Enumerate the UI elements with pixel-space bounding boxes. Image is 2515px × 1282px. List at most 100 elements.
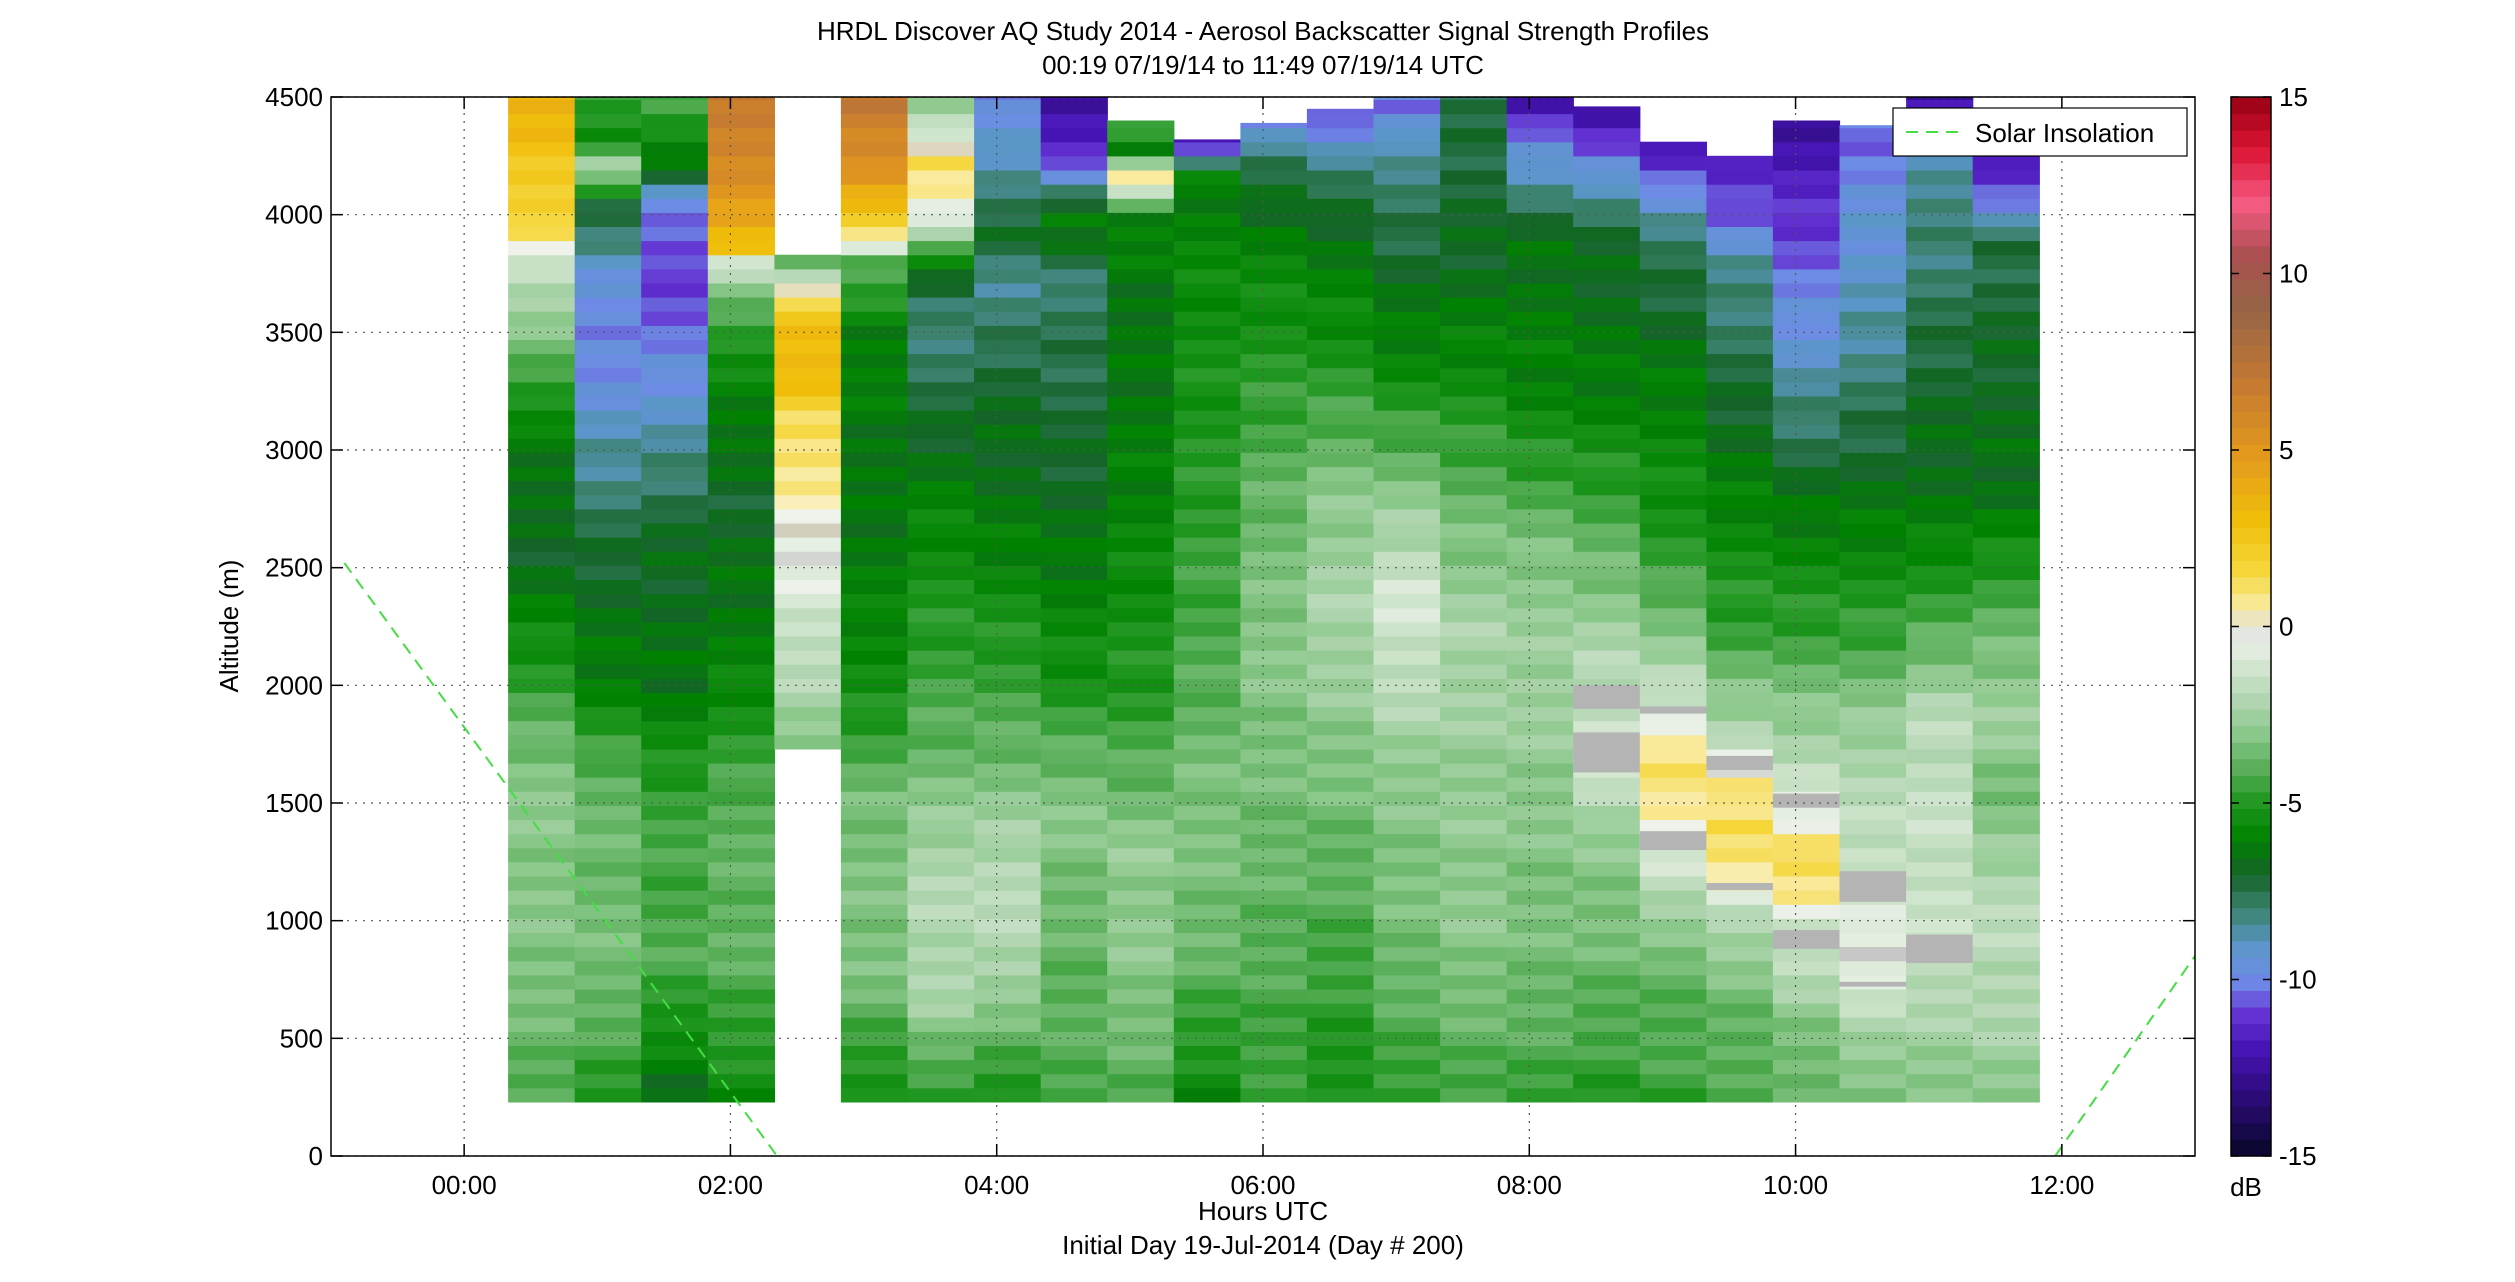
profile-cell bbox=[574, 466, 642, 482]
profile-cell bbox=[1373, 127, 1441, 143]
profile-cell bbox=[508, 593, 576, 609]
profile-cell bbox=[840, 353, 909, 369]
profile-cell bbox=[1373, 607, 1441, 623]
profile-cell bbox=[1173, 212, 1241, 227]
profile-cell bbox=[1240, 466, 1308, 482]
profile-cell bbox=[1906, 254, 1974, 270]
profile-cell bbox=[840, 1073, 909, 1089]
profile-cell bbox=[508, 904, 576, 919]
profile-cell bbox=[641, 381, 709, 397]
profile-cell bbox=[1906, 395, 1974, 411]
profile-zero-cell bbox=[1772, 793, 1841, 808]
profile-cell bbox=[1906, 819, 1974, 835]
profile-cell bbox=[974, 97, 1042, 100]
profile-cell bbox=[508, 395, 576, 411]
profile-cell bbox=[574, 452, 642, 468]
profile-cell bbox=[1839, 127, 1907, 143]
profile-cell bbox=[1306, 1017, 1375, 1032]
profile-cell bbox=[1373, 113, 1441, 129]
profile-cell bbox=[1506, 155, 1574, 171]
colorbar-band bbox=[2231, 576, 2271, 594]
profile-cell bbox=[1972, 508, 2040, 524]
profile-cell bbox=[641, 635, 709, 651]
profile-cell bbox=[641, 650, 709, 665]
profile-cell bbox=[1706, 565, 1774, 580]
profile-cell bbox=[1506, 1059, 1574, 1075]
profile-cell bbox=[840, 198, 909, 213]
profile-cell bbox=[1440, 819, 1508, 835]
colorbar-band bbox=[2231, 262, 2271, 280]
profile-cell bbox=[1839, 593, 1907, 609]
profile-cell bbox=[508, 113, 576, 129]
colorbar-band bbox=[2231, 825, 2271, 843]
profile-cell bbox=[974, 184, 1042, 199]
profile-cell bbox=[1639, 452, 1707, 468]
profile-cell bbox=[574, 678, 642, 693]
x-tick-label: 12:00 bbox=[2029, 1170, 2094, 1200]
profile-cell bbox=[1506, 466, 1574, 482]
profile-cell bbox=[1573, 650, 1641, 665]
profile-cell bbox=[508, 466, 576, 482]
profile-cell bbox=[1772, 240, 1841, 256]
profile-cell bbox=[1706, 720, 1774, 736]
profile-cell bbox=[774, 650, 842, 665]
profile-cell bbox=[1506, 480, 1574, 496]
profile-cell bbox=[840, 297, 909, 312]
profile-cell bbox=[707, 494, 775, 510]
profile-cell bbox=[774, 410, 842, 425]
profile-cell bbox=[840, 226, 909, 242]
colorbar-band bbox=[2231, 808, 2271, 826]
profile-cell bbox=[1573, 198, 1641, 213]
profile-cell bbox=[1306, 819, 1375, 835]
profile-cell bbox=[1839, 847, 1907, 863]
profile-cell bbox=[1906, 904, 1974, 919]
profile-cell bbox=[1306, 593, 1375, 609]
profile-cell bbox=[1839, 819, 1907, 835]
colorbar-band bbox=[2231, 113, 2271, 131]
profile-cell bbox=[1839, 988, 1907, 1004]
profile-cell bbox=[1440, 692, 1508, 708]
profile-cell bbox=[1173, 720, 1241, 736]
profile-cell bbox=[1373, 805, 1441, 821]
profile-column bbox=[1107, 120, 1175, 1103]
profile-cell bbox=[907, 593, 975, 609]
profile-cell bbox=[840, 268, 909, 284]
profile-cell bbox=[1240, 508, 1308, 524]
profile-cell bbox=[1772, 946, 1841, 962]
profile-cell bbox=[1573, 424, 1641, 439]
profile-cell bbox=[840, 1059, 909, 1075]
profile-cell bbox=[1839, 932, 1907, 948]
profile-cell bbox=[1639, 734, 1707, 750]
profile-cell bbox=[1040, 311, 1108, 326]
profile-cell bbox=[1040, 918, 1108, 933]
profile-cell bbox=[840, 438, 909, 453]
profile-cell bbox=[1306, 170, 1375, 185]
chart-subtitle: 00:19 07/19/14 to 11:49 07/19/14 UTC bbox=[1042, 50, 1484, 80]
profile-cell bbox=[1906, 1003, 1974, 1018]
profile-cell bbox=[1240, 763, 1308, 778]
profile-cell bbox=[774, 523, 842, 538]
profile-cell bbox=[641, 424, 709, 439]
profile-cell bbox=[1107, 635, 1175, 651]
profile-cell bbox=[1440, 198, 1508, 213]
profile-cell bbox=[1639, 480, 1707, 496]
profile-cell bbox=[1972, 777, 2040, 792]
profile-cell bbox=[974, 1045, 1042, 1061]
profile-cell bbox=[641, 833, 709, 849]
profile-cell bbox=[1107, 777, 1175, 792]
profile-cell bbox=[1107, 1087, 1175, 1103]
profile-cell bbox=[1173, 932, 1241, 948]
profile-cell bbox=[1906, 988, 1974, 1004]
profile-cell bbox=[840, 410, 909, 425]
profile-cell bbox=[840, 508, 909, 524]
profile-cell bbox=[1040, 523, 1108, 538]
profile-cell bbox=[1440, 551, 1508, 566]
profile-cell bbox=[840, 381, 909, 397]
profile-cell bbox=[1173, 466, 1241, 482]
profile-cell bbox=[1373, 565, 1441, 580]
profile-cell bbox=[1839, 353, 1907, 369]
profile-cell bbox=[1373, 424, 1441, 439]
x-tick-label: 02:00 bbox=[698, 1170, 763, 1200]
profile-cell bbox=[1972, 960, 2040, 976]
profile-cell bbox=[1839, 579, 1907, 595]
